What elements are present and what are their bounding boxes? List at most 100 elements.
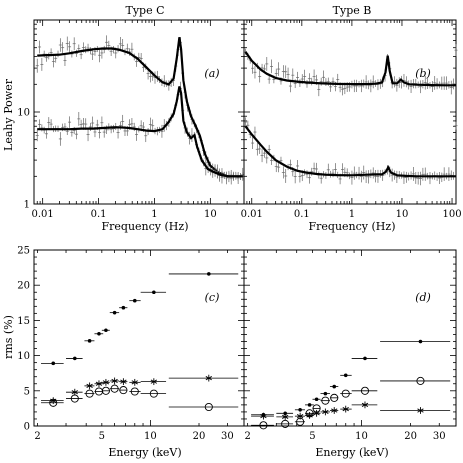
y-tick-label: 20: [17, 281, 30, 292]
point-circle: [281, 419, 290, 428]
point-star: [322, 408, 329, 416]
y-tick-label: 25: [17, 246, 30, 257]
x-tick-label: 30: [221, 431, 234, 442]
point-circle: [49, 398, 58, 407]
panel-label-a: (a): [204, 67, 219, 80]
star-stroke: [322, 409, 329, 415]
model-curve-2: [244, 125, 456, 178]
ylabel-leahy-power: Leahy Power: [2, 78, 15, 151]
point-star: [306, 412, 313, 419]
star-stroke: [71, 390, 78, 395]
point-star: [102, 378, 110, 386]
x-tick-label: 30: [433, 431, 446, 442]
panel-a: 0.01 0.1 1 10 1 10: [17, 19, 245, 220]
panel-frame: [243, 249, 457, 427]
point-dot: [314, 397, 319, 402]
point-dot: [121, 305, 126, 310]
point-circle: [204, 402, 213, 412]
point-star: [150, 378, 158, 386]
point-dot: [343, 373, 348, 378]
x-tick-label: 10: [144, 431, 157, 442]
point-star: [331, 407, 338, 414]
star-stroke: [131, 380, 138, 385]
x-tick-label: 5: [99, 431, 105, 442]
point-circle: [119, 386, 128, 395]
point-star: [95, 380, 103, 388]
title-type-b: Type B: [333, 4, 372, 17]
point-circle: [149, 389, 158, 398]
point-circle: [130, 387, 139, 396]
point-dot: [207, 272, 211, 276]
x-tick-label: 0.1: [91, 209, 107, 220]
point-circle: [259, 421, 268, 430]
xlabel-frequency-b: Frequency (Hz): [309, 220, 396, 233]
star-stroke: [150, 379, 158, 384]
point-star: [296, 412, 304, 420]
panel-label-c: (c): [205, 291, 220, 304]
x-tick-label: 20: [193, 431, 206, 442]
point-dot: [152, 290, 156, 295]
point-circle: [101, 386, 110, 395]
point-dot: [418, 339, 423, 344]
star-stroke: [282, 414, 289, 419]
star-stroke: [313, 411, 320, 416]
point-dot: [87, 339, 92, 343]
x-tick-label: 20: [404, 431, 417, 442]
star-stroke: [120, 379, 127, 384]
point-circle: [341, 389, 350, 398]
star-stroke: [306, 413, 313, 418]
x-tick-label: 10: [204, 209, 217, 220]
point-star: [417, 407, 424, 414]
point-circle: [70, 394, 79, 403]
xlabel-energy-c: Energy (keV): [108, 446, 181, 459]
star-stroke: [331, 408, 338, 413]
y-tick-label: 10: [17, 108, 30, 119]
x-tick-label: 0.01: [32, 209, 54, 220]
x-tick-label: 5: [309, 431, 315, 442]
point-star: [313, 409, 320, 417]
point-circle: [330, 393, 339, 402]
y-tick-label: 5: [24, 386, 30, 397]
point-star: [342, 405, 349, 413]
star-stroke: [95, 381, 103, 386]
point-dot: [51, 361, 56, 366]
point-dot: [72, 356, 77, 361]
panel-d: 2 5 10 20 30: [243, 249, 457, 442]
xlabel-energy-d: Energy (keV): [315, 446, 388, 459]
x-tick-label: 10: [355, 431, 368, 442]
point-star: [120, 378, 127, 386]
point-star: [361, 401, 369, 409]
panel-label-d: (d): [415, 291, 431, 304]
star-stroke: [361, 402, 369, 407]
point-dot: [363, 356, 367, 361]
point-circle: [321, 396, 330, 405]
point-dot: [97, 331, 101, 336]
point-star: [205, 374, 212, 382]
star-stroke: [111, 378, 118, 384]
model-curve-1: [37, 37, 243, 178]
model-curve-1: [244, 51, 456, 87]
point-star: [282, 413, 289, 421]
point-star: [131, 378, 138, 386]
point-star: [71, 388, 78, 396]
x-tick-label: 1: [151, 209, 157, 220]
star-stroke: [260, 414, 267, 419]
point-dot: [307, 403, 312, 407]
point-circle: [416, 376, 425, 385]
x-tick-label: 10: [396, 209, 409, 220]
x-tick-label: 0.01: [241, 209, 263, 220]
x-tick-label: 2: [244, 431, 250, 442]
point-circle: [360, 386, 370, 395]
panel-label-b: (b): [415, 67, 431, 80]
y-tick-label: 0: [24, 422, 30, 433]
point-star: [111, 377, 118, 385]
model-curve-2: [37, 86, 243, 178]
y-tick-label: 1: [24, 200, 30, 211]
panel-b: 0.01 0.1 1 10 100: [241, 19, 462, 220]
point-dot: [283, 411, 287, 416]
star-stroke: [205, 376, 212, 381]
star-stroke: [102, 380, 110, 385]
